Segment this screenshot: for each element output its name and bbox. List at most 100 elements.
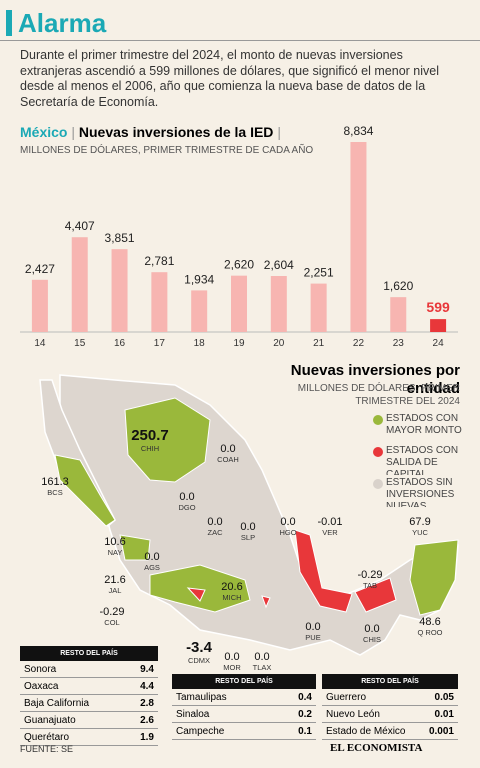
state-value: -3.4 xyxy=(186,639,213,656)
state-code: TAB xyxy=(363,581,377,590)
table-header: RESTO DEL PAÍS xyxy=(322,674,458,689)
state-value: 0.0 xyxy=(364,623,379,635)
state-value: 0.0 xyxy=(144,551,159,563)
source: FUENTE: SE xyxy=(20,744,74,754)
state-value: 48.6 xyxy=(419,616,440,628)
state-value: 0.0 xyxy=(280,516,295,528)
value-label: 4,407 xyxy=(65,219,95,233)
state-value: 0.0 xyxy=(207,516,222,528)
table-row: Sonora 9.4 xyxy=(20,661,158,678)
bar xyxy=(270,275,287,332)
state-value: 67.9 xyxy=(409,516,430,528)
table-value: 0.1 xyxy=(276,722,316,740)
value-label: 2,604 xyxy=(264,258,294,272)
table-row: Campeche 0.1 xyxy=(172,722,316,740)
state-code: TLAX xyxy=(253,663,272,672)
table-state: Oaxaca xyxy=(20,677,127,695)
state-code: BCS xyxy=(47,488,62,497)
map-shapes xyxy=(39,374,459,656)
state-value: 161.3 xyxy=(41,476,69,488)
table-header-row: RESTO DEL PAÍS xyxy=(20,646,158,661)
state-value: -0.29 xyxy=(357,569,382,581)
table-value: 2.8 xyxy=(126,694,158,712)
state-code: YUC xyxy=(412,528,428,537)
x-tick-label: 18 xyxy=(194,338,206,349)
table-box: RESTO DEL PAÍS Sonora 9.4 Oaxaca 4.4 Baja Cal… xyxy=(20,646,158,746)
state-value: -0.29 xyxy=(99,606,124,618)
table-state: Guanajuato xyxy=(20,711,127,729)
legend-item: ESTADOS SIN INVERSIONES NUEVAS xyxy=(386,477,454,507)
map-chih xyxy=(124,397,211,483)
x-tick-label: 19 xyxy=(233,338,245,349)
state-code: CDMX xyxy=(188,656,210,665)
state-value: 0.0 xyxy=(254,651,269,663)
table-state: Estado de México xyxy=(322,722,421,740)
state-code: VER xyxy=(322,528,338,537)
table: RESTO DEL PAÍS Guerrero 0.05 Nuevo León 0.01… xyxy=(322,674,458,740)
state-code: ZAC xyxy=(208,528,224,537)
x-tick-label: 22 xyxy=(353,338,365,349)
legend-swatch xyxy=(373,415,383,425)
chart-title-lead: México xyxy=(20,124,68,140)
state-code: MICH xyxy=(222,593,241,602)
state-code: HGO xyxy=(279,528,296,537)
intro: Durante el primer trimestre del 2024, el… xyxy=(20,48,439,109)
map-ver xyxy=(294,529,353,613)
table-state: Sonora xyxy=(20,661,127,678)
table-value: 9.4 xyxy=(126,661,158,678)
legend-swatch xyxy=(373,479,383,489)
state-code: COAH xyxy=(217,455,239,464)
chart-title: México | Nuevas inversiones de la IED | xyxy=(20,124,281,140)
legend-label: ESTADOS CON SALIDA DE CAPITAL xyxy=(386,445,459,475)
value-label: 1,934 xyxy=(184,272,214,286)
map-tab xyxy=(354,577,397,613)
table-state: Sinaloa xyxy=(172,705,277,723)
bar xyxy=(350,142,367,332)
x-tick-label: 16 xyxy=(114,338,126,349)
table-state: Nuevo León xyxy=(322,705,421,723)
map-cdmx xyxy=(261,595,271,609)
map-yuc xyxy=(409,539,459,616)
value-label: 2,251 xyxy=(304,266,334,280)
state-code: Q ROO xyxy=(417,628,442,637)
x-tick-label: 23 xyxy=(393,338,405,349)
table-header: RESTO DEL PAÍS xyxy=(20,646,158,661)
map-title: Nuevas inversiones por entidad xyxy=(290,362,460,397)
table-header: RESTO DEL PAÍS xyxy=(172,674,316,689)
table-state: Querétaro xyxy=(20,728,127,746)
state-value: 21.6 xyxy=(104,574,125,586)
state-code: AGS xyxy=(144,563,160,572)
table-value: 0.4 xyxy=(276,689,316,706)
table-state: Tamaulipas xyxy=(172,689,277,706)
state-code: SLP xyxy=(241,533,255,542)
table-value: 0.2 xyxy=(276,705,316,723)
value-label: 2,427 xyxy=(25,262,55,276)
state-code: MOR xyxy=(223,663,241,672)
map-bcs xyxy=(54,454,116,527)
state-code: JAL xyxy=(109,586,122,595)
x-tick-label: 15 xyxy=(74,338,86,349)
state-code: NAY xyxy=(108,548,123,557)
table-header-row: RESTO DEL PAÍS xyxy=(322,674,458,689)
map-nay xyxy=(119,534,151,561)
x-tick-label: 24 xyxy=(433,338,445,349)
state-value: -0.01 xyxy=(317,516,342,528)
bar xyxy=(111,249,128,332)
table-state: Guerrero xyxy=(322,689,421,706)
legend-item: ESTADOS CON MAYOR MONTO xyxy=(386,413,462,436)
bar xyxy=(231,275,247,332)
state-code: DGO xyxy=(178,503,195,512)
state-value: 0.0 xyxy=(179,491,194,503)
bar xyxy=(310,283,327,332)
table-row: Tamaulipas 0.4 xyxy=(172,689,316,706)
state-value: 0.0 xyxy=(224,651,239,663)
state-code: CHIH xyxy=(141,444,159,453)
x-tick-label: 20 xyxy=(273,338,285,349)
x-tick-label: 14 xyxy=(34,338,46,349)
legend-item: ESTADOS CON SALIDA DE CAPITAL xyxy=(386,445,459,475)
bar xyxy=(390,297,407,332)
state-value: 20.6 xyxy=(221,581,242,593)
logo: EL ECONOMISTA xyxy=(330,742,423,754)
